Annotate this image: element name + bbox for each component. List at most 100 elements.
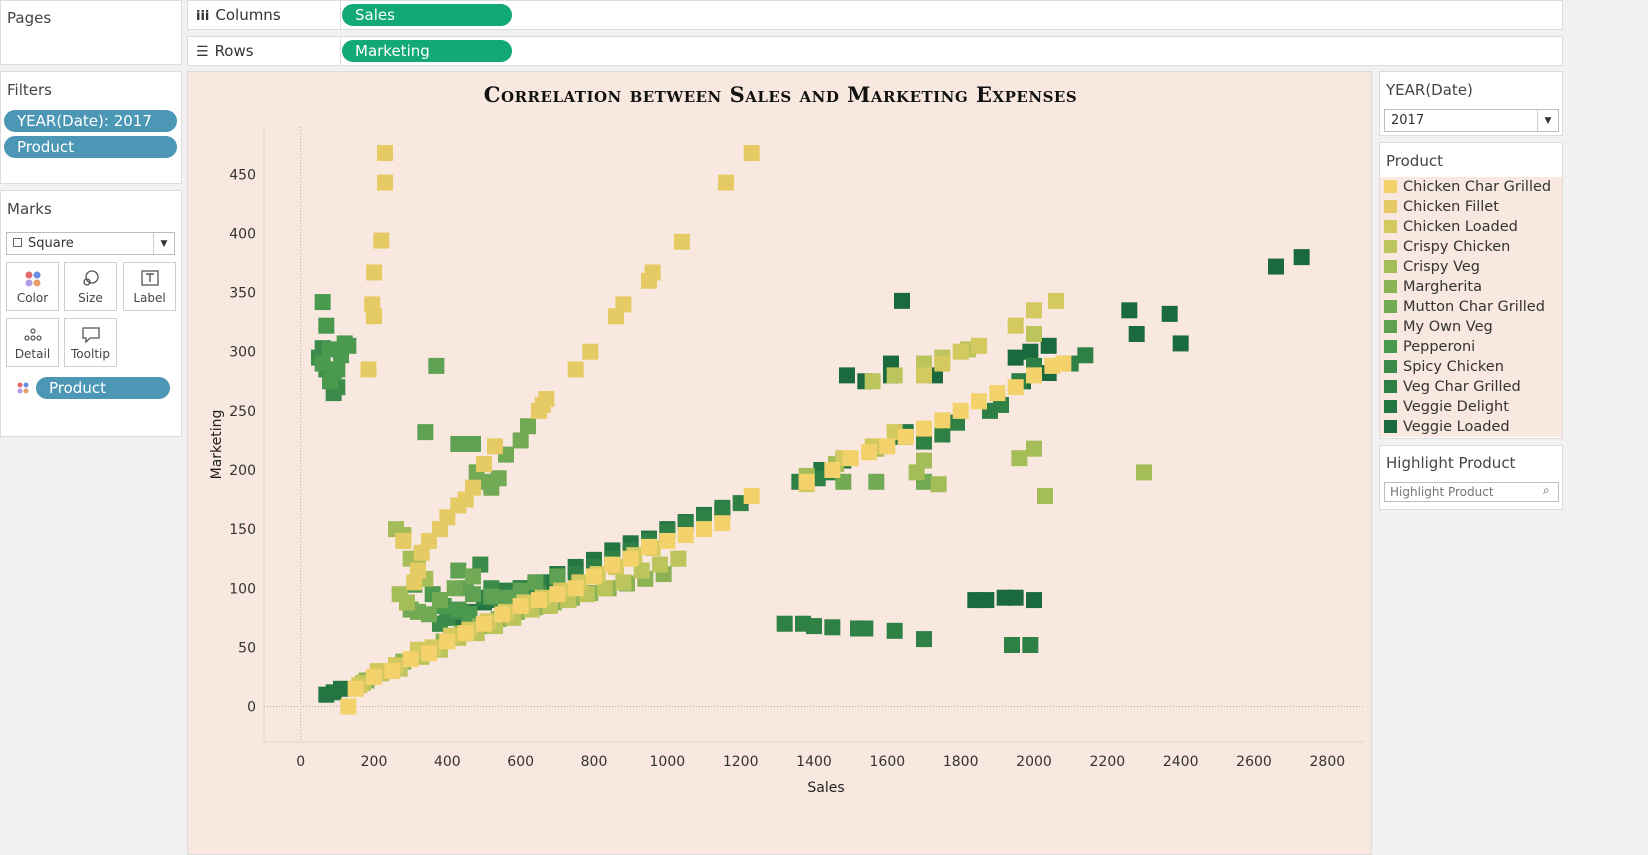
product-color-pill[interactable]: Product: [36, 377, 170, 399]
highlight-search-input[interactable]: [1384, 482, 1559, 502]
data-point: [714, 515, 731, 532]
sales-column-pill[interactable]: Sales: [342, 4, 512, 26]
shelf-divider: [340, 37, 341, 65]
data-point: [450, 562, 467, 579]
rows-shelf[interactable]: ☰ Rows Marketing: [187, 36, 1563, 66]
data-point: [916, 452, 932, 469]
y-tick-label: 450: [229, 167, 256, 183]
y-tick-label: 350: [229, 286, 256, 302]
data-point: [1011, 450, 1028, 467]
columns-shelf-label: iii Columns: [196, 6, 281, 24]
x-tick-label: 1400: [796, 754, 832, 770]
mark-type-dropdown[interactable]: Square ▼: [6, 232, 175, 255]
data-point: [916, 631, 932, 648]
data-point: [366, 668, 382, 685]
data-point: [886, 622, 903, 639]
x-tick-label: 0: [296, 754, 305, 770]
legend-label: Crispy Veg: [1403, 259, 1480, 275]
data-point: [1037, 488, 1053, 504]
legend-swatch: [1384, 200, 1397, 213]
color-dots-icon: [25, 271, 41, 287]
data-point: [677, 527, 694, 544]
legend-item[interactable]: Spicy Chicken: [1382, 357, 1564, 377]
search-icon: ⌕: [1543, 483, 1550, 497]
product-filter-pill[interactable]: Product: [4, 136, 177, 158]
data-point: [360, 361, 377, 378]
legend-item[interactable]: Chicken Loaded: [1382, 217, 1564, 237]
data-point: [465, 435, 481, 452]
data-point: [824, 619, 841, 636]
data-point: [930, 476, 947, 493]
year-filter-pill[interactable]: YEAR(Date): 2017: [4, 110, 177, 132]
color-dots-icon: [17, 382, 29, 394]
data-point: [494, 606, 511, 623]
legend-item[interactable]: Crispy Veg: [1382, 257, 1564, 277]
data-point: [538, 391, 555, 408]
highlight-panel: Highlight Product ⌕: [1379, 445, 1563, 510]
data-point: [421, 645, 437, 662]
data-point: [490, 470, 507, 487]
data-point: [806, 618, 822, 635]
legend-label: Veg Char Grilled: [1403, 379, 1521, 395]
legend-swatch: [1384, 340, 1397, 353]
size-button[interactable]: Size: [64, 262, 117, 311]
legend-item[interactable]: Mutton Char Grilled: [1382, 297, 1564, 317]
data-point: [604, 556, 621, 573]
data-point: [531, 592, 547, 609]
label-button[interactable]: Label: [123, 262, 176, 311]
legend-swatch: [1384, 280, 1397, 293]
size-icon: [83, 270, 99, 286]
x-tick-label: 600: [507, 754, 534, 770]
data-point: [1007, 589, 1024, 606]
detail-button[interactable]: Detail: [6, 318, 59, 367]
legend-swatch: [1384, 380, 1397, 393]
legend-item[interactable]: Margherita: [1382, 277, 1564, 297]
product-legend-title: Product: [1386, 152, 1443, 170]
legend-item[interactable]: My Own Veg: [1382, 317, 1564, 337]
data-point: [622, 550, 639, 567]
year-filter-panel: YEAR(Date) 2017 ▼: [1379, 71, 1563, 136]
marketing-row-pill[interactable]: Marketing: [342, 40, 512, 62]
legend-item[interactable]: Chicken Fillet: [1382, 197, 1564, 217]
data-point: [1026, 325, 1042, 342]
data-point: [659, 532, 676, 549]
legend-item[interactable]: Veggie Delight: [1382, 397, 1564, 417]
data-point: [512, 597, 529, 614]
data-point: [450, 435, 467, 452]
data-point: [1026, 302, 1042, 319]
columns-shelf[interactable]: iii Columns Sales: [187, 0, 1563, 30]
legend-item[interactable]: Chicken Char Grilled: [1382, 177, 1564, 197]
data-point: [527, 574, 544, 591]
data-point: [894, 292, 910, 309]
data-point: [487, 438, 503, 455]
data-point: [1136, 464, 1152, 481]
x-tick-label: 1000: [650, 754, 686, 770]
data-point: [483, 588, 500, 605]
year-dropdown[interactable]: 2017 ▼: [1384, 109, 1559, 132]
legend-item[interactable]: Pepperoni: [1382, 337, 1564, 357]
data-point: [916, 433, 932, 450]
data-point: [1007, 379, 1024, 396]
legend-item[interactable]: Crispy Chicken: [1382, 237, 1564, 257]
data-point: [641, 538, 657, 555]
data-point: [333, 680, 349, 697]
data-point: [318, 317, 335, 334]
y-tick-label: 200: [229, 463, 256, 479]
tooltip-button[interactable]: Tooltip: [64, 318, 117, 367]
color-button[interactable]: Color: [6, 262, 59, 311]
legend-swatch: [1384, 360, 1397, 373]
data-point: [743, 488, 760, 504]
legend-label: Crispy Chicken: [1403, 239, 1511, 255]
legend-label: Spicy Chicken: [1403, 359, 1504, 375]
data-point: [916, 367, 932, 384]
y-tick-label: 250: [229, 404, 256, 420]
shelf-divider: [340, 1, 341, 29]
legend-item[interactable]: Veg Char Grilled: [1382, 377, 1564, 397]
legend-label: Chicken Char Grilled: [1403, 179, 1552, 195]
data-point: [615, 296, 632, 313]
data-point: [377, 174, 393, 191]
legend-label: Chicken Fillet: [1403, 199, 1499, 215]
legend-swatch: [1384, 220, 1397, 233]
legend-item[interactable]: Veggie Loaded: [1382, 417, 1564, 437]
data-point: [886, 367, 903, 384]
